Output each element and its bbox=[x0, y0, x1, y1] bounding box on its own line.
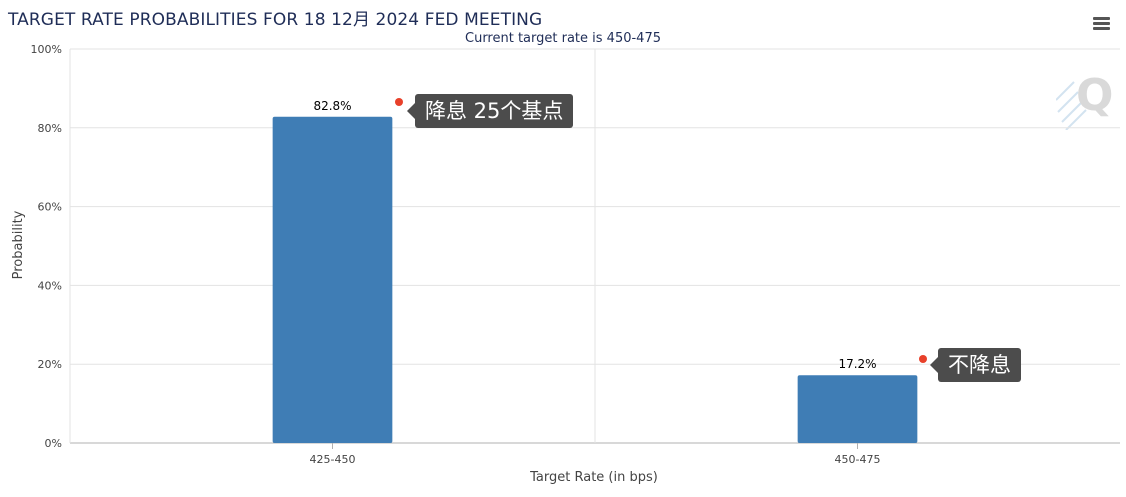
bar-450-475 bbox=[797, 375, 918, 443]
y-tick-label: 60% bbox=[38, 201, 62, 214]
x-tick-label: 425-450 bbox=[310, 453, 356, 466]
y-tick-labels: 0% 20% 40% 60% 80% 100% bbox=[31, 43, 62, 450]
menu-line bbox=[1093, 17, 1110, 20]
bar-layer bbox=[272, 116, 918, 443]
y-axis-label: Probability bbox=[11, 210, 26, 279]
bar-425-450 bbox=[272, 116, 393, 443]
x-tick-label: 450-475 bbox=[835, 453, 881, 466]
y-tick-label: 40% bbox=[38, 279, 62, 292]
logo-letter: Q bbox=[1076, 70, 1112, 121]
menu-line bbox=[1093, 27, 1110, 30]
y-tick-label: 80% bbox=[38, 122, 62, 135]
data-label-layer: 82.8% 17.2% bbox=[313, 99, 876, 371]
y-tick-label: 20% bbox=[38, 358, 62, 371]
chart-title: TARGET RATE PROBABILITIES FOR 18 12月 202… bbox=[8, 10, 543, 30]
x-axis-label: Target Rate (in bps) bbox=[529, 470, 658, 485]
annotation-no-cut: 不降息 bbox=[930, 348, 1021, 382]
y-tick-label: 100% bbox=[31, 43, 62, 56]
annotation-dot bbox=[395, 98, 403, 106]
hamburger-menu-icon[interactable] bbox=[1093, 13, 1119, 35]
chart-subtitle: Current target rate is 450-475 bbox=[465, 31, 661, 46]
data-label: 82.8% bbox=[313, 99, 351, 113]
logo-watermark-icon: Q bbox=[1056, 70, 1112, 130]
menu-line bbox=[1093, 22, 1110, 25]
data-label: 17.2% bbox=[838, 357, 876, 371]
annotation-dot bbox=[919, 355, 927, 363]
y-tick-label: 0% bbox=[45, 437, 62, 450]
annotation-rate-cut-25bp: 降息 25个基点 bbox=[406, 94, 574, 128]
grid-layer bbox=[69, 48, 1120, 444]
x-tick-labels: 425-450 450-475 bbox=[310, 443, 881, 466]
